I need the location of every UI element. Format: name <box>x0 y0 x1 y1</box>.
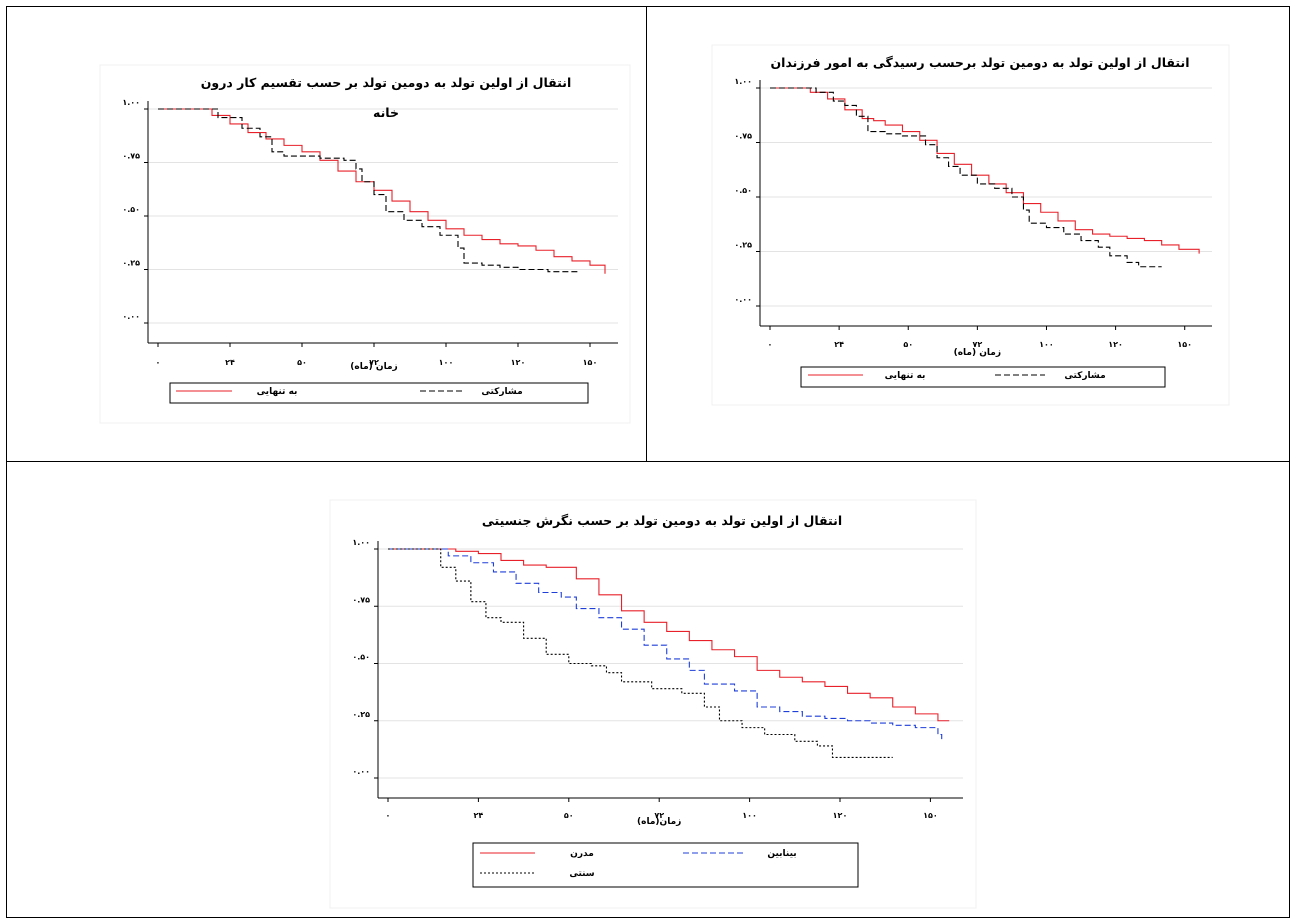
x-tick-label-4: ۱۰۰ <box>1039 340 1054 349</box>
y-tick-label-1: ۰.۲۵ <box>352 710 370 719</box>
frame-right <box>1289 6 1290 918</box>
legend-label-1: بینابین <box>767 849 796 859</box>
series-line-2 <box>388 548 893 758</box>
legend-label-0: به تنهایی <box>257 387 298 397</box>
y-tick-label-2: ۰.۵۰ <box>352 653 370 662</box>
x-tick-label-6: ۱۵۰ <box>923 811 938 820</box>
y-tick-label-3: ۰.۷۵ <box>734 132 752 141</box>
x-tick-label-0: ۰ <box>156 358 161 367</box>
x-tick-label-3: ۷۲ <box>369 358 379 367</box>
legend-label-2: سنتی <box>569 869 594 879</box>
x-tick-label-4: ۱۰۰ <box>439 358 454 367</box>
x-tick-label-5: ۱۲۰ <box>833 811 848 820</box>
x-tick-label-2: ۵۰ <box>564 811 574 820</box>
y-tick-label-4: ۱.۰۰ <box>734 77 752 86</box>
x-tick-label-1: ۲۴ <box>225 358 235 367</box>
legend-box <box>472 842 859 888</box>
legend-box <box>169 382 589 404</box>
y-tick-label-3: ۰.۷۵ <box>122 152 140 161</box>
x-axis-title: زمان (ماه) <box>350 362 397 372</box>
x-axis-title: زمان(ماه) <box>637 817 681 827</box>
x-tick-label-2: ۵۰ <box>903 340 913 349</box>
chart-background <box>99 64 631 424</box>
y-tick-label-3: ۰.۷۵ <box>352 595 370 604</box>
chart-background <box>329 499 977 909</box>
y-tick-label-1: ۰.۲۵ <box>122 259 140 268</box>
y-tick-label-2: ۰.۵۰ <box>122 205 140 214</box>
x-tick-label-1: ۲۴ <box>474 811 484 820</box>
x-tick-label-3: ۷۲ <box>654 811 664 820</box>
chart-childcare: ۰.۰۰ ۰.۲۵ ۰.۵۰ ۰.۷۵ ۱.۰۰ ۰ ۲۴ ۵۰ ۷۲ ۱۰۰ ۱۲۰ ۱۵۰ زمان… <box>711 44 1230 406</box>
x-axis-title: زمان (ماه) <box>954 348 1001 358</box>
chart-background <box>711 44 1230 406</box>
legend-box <box>800 366 1166 388</box>
x-tick-label-6: ۱۵۰ <box>583 358 598 367</box>
x-tick-label-2: ۵۰ <box>297 358 307 367</box>
legend-label-0: به تنهایی <box>885 371 926 381</box>
frame-bottom <box>6 917 1290 918</box>
frame-middle-horizontal <box>6 461 1290 462</box>
y-tick-label-0: ۰.۰۰ <box>352 767 370 776</box>
y-tick-label-4: ۱.۰۰ <box>352 538 370 547</box>
frame-middle-vertical <box>646 6 647 462</box>
legend-label-1: مشارکتی <box>1064 371 1105 381</box>
chart-housework-division: ۰.۰۰ ۰.۲۵ ۰.۵۰ ۰.۷۵ ۱.۰۰ ۰ ۲۴ ۵۰ ۷۲ ۱۰۰ ۱۲۰ ۱۵۰ زمان… <box>99 64 631 424</box>
x-tick-label-6: ۱۵۰ <box>1177 340 1192 349</box>
y-tick-label-1: ۰.۲۵ <box>734 241 752 250</box>
x-tick-label-0: ۰ <box>768 340 773 349</box>
y-tick-label-4: ۱.۰۰ <box>122 98 140 107</box>
x-tick-label-5: ۱۲۰ <box>1108 340 1123 349</box>
x-tick-label-0: ۰ <box>386 811 391 820</box>
legend-label-0: مدرن <box>570 849 594 859</box>
chart-gender-attitude: ۰.۰۰ ۰.۲۵ ۰.۵۰ ۰.۷۵ ۱.۰۰ ۰ ۲۴ ۵۰ ۷۲ ۱۰۰ ۱۲۰ ۱۵۰ زمان… <box>329 499 977 909</box>
series-line-0 <box>770 87 1200 254</box>
chart-title-line-0: انتقال از اولین تولد به دومین تولد برحسب… <box>770 55 1189 70</box>
series-line-0 <box>388 548 950 722</box>
frame-top <box>6 6 1290 7</box>
x-tick-label-3: ۷۲ <box>972 340 982 349</box>
series-line-1 <box>770 87 1162 268</box>
series-line-1 <box>388 548 943 740</box>
series-line-0 <box>158 108 606 274</box>
x-tick-label-4: ۱۰۰ <box>742 811 757 820</box>
frame-left <box>6 6 7 918</box>
chart-title-line-0: انتقال از اولین تولد به دومین تولد بر حس… <box>201 75 571 90</box>
x-tick-label-5: ۱۲۰ <box>511 358 526 367</box>
y-tick-label-0: ۰.۰۰ <box>734 295 752 304</box>
y-tick-label-2: ۰.۵۰ <box>734 186 752 195</box>
chart-title-line-1: خانه <box>373 105 399 120</box>
legend-label-1: مشارکتی <box>481 387 522 397</box>
x-tick-label-1: ۲۴ <box>834 340 844 349</box>
y-tick-label-0: ۰.۰۰ <box>122 312 140 321</box>
chart-title-line-0: انتقال از اولین تولد به دومین تولد بر حس… <box>482 513 842 528</box>
